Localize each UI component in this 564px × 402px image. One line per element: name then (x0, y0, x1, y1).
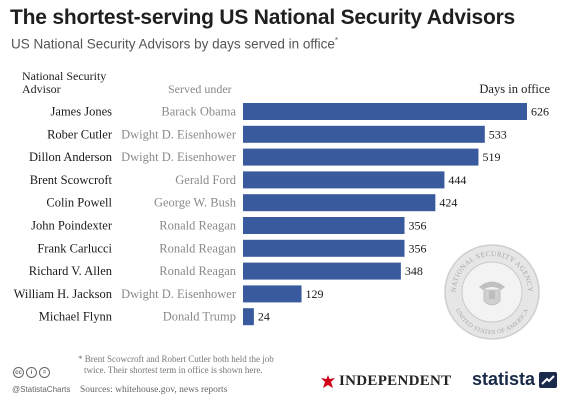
value-label-dillon-anderson: 519 (482, 150, 500, 164)
served-under-label-michael-flynn: Donald Trump (163, 310, 236, 324)
footnote-line2: twice. Their shortest term in office is … (84, 365, 263, 375)
advisor-label-james-jones: James Jones (51, 105, 113, 119)
cc-icon: cc (13, 367, 24, 378)
served-under-label-rober-cutler: Dwight D. Eisenhower (121, 127, 237, 141)
nsa-seal-icon: NATIONAL SECURITY AGENCY UNITED STATES O… (444, 244, 540, 340)
advisor-label-brent-scowcroft: Brent Scowcroft (30, 173, 113, 187)
column-header-advisor-line2: Advisor (22, 82, 61, 96)
independent-eagle-icon (321, 374, 335, 388)
nd-icon: = (39, 367, 50, 378)
value-label-james-jones: 626 (531, 105, 549, 119)
chart-subtitle: US National Security Advisors by days se… (11, 36, 338, 52)
column-header-advisor: National Security Advisor (22, 70, 106, 96)
value-label-william-h-jackson: 129 (306, 287, 324, 301)
statista-logo: statista (472, 369, 558, 390)
value-label-richard-v-allen: 348 (405, 264, 423, 278)
served-under-label-james-jones: Barack Obama (161, 105, 236, 119)
independent-wordmark: INDEPENDENT (339, 373, 452, 389)
served-under-label-richard-v-allen: Ronald Reagan (159, 264, 236, 278)
served-under-label-frank-carlucci: Ronald Reagan (159, 241, 236, 255)
bar-frank-carlucci (243, 239, 405, 257)
value-label-colin-powell: 424 (439, 196, 457, 210)
advisor-label-william-h-jackson: William H. Jackson (14, 287, 113, 301)
bar-william-h-jackson (243, 285, 302, 303)
subtitle-footnote-mark: * (334, 36, 339, 45)
value-label-brent-scowcroft: 444 (448, 173, 466, 187)
bar-richard-v-allen (243, 262, 401, 280)
creative-commons-badges: cc i = (13, 367, 50, 378)
footnote-line1: * Brent Scowcroft and Robert Cutler both… (78, 354, 274, 364)
bar-rober-cutler (243, 125, 485, 143)
footnote: * Brent Scowcroft and Robert Cutler both… (78, 354, 318, 376)
statista-handle: @StatistaCharts (12, 385, 71, 394)
advisor-label-richard-v-allen: Richard V. Allen (29, 264, 113, 278)
statista-wordmark: statista (472, 369, 536, 389)
bar-dillon-anderson (243, 148, 479, 166)
column-header-days: Days in office (479, 82, 550, 96)
advisor-label-dillon-anderson: Dillon Anderson (29, 150, 113, 164)
advisor-label-john-poindexter: John Poindexter (31, 219, 113, 233)
statista-mark-icon (539, 371, 558, 388)
served-under-label-john-poindexter: Ronald Reagan (159, 219, 236, 233)
advisor-label-michael-flynn: Michael Flynn (39, 310, 113, 324)
chart-title: The shortest-serving US National Securit… (10, 6, 516, 29)
bar-colin-powell (243, 194, 436, 212)
advisor-label-frank-carlucci: Frank Carlucci (37, 241, 112, 255)
sources: Sources: whitehouse.gov, news reports (80, 385, 228, 395)
bar-brent-scowcroft (243, 171, 445, 189)
advisor-label-colin-powell: Colin Powell (46, 196, 112, 210)
bar-michael-flynn (243, 308, 254, 326)
advisor-label-rober-cutler: Rober Cutler (47, 127, 113, 141)
subtitle-text: US National Security Advisors by days se… (11, 36, 335, 52)
value-label-john-poindexter: 356 (409, 219, 427, 233)
bar-james-jones (243, 103, 527, 120)
column-header-advisor-line1: National Security (22, 69, 107, 83)
value-label-frank-carlucci: 356 (409, 241, 427, 255)
column-header-served-under: Served under (168, 82, 232, 96)
bar-chart: James Jones Barack Obama 626 Rober Cutler Dw… (14, 103, 549, 326)
by-icon: i (26, 367, 37, 378)
value-label-rober-cutler: 533 (489, 127, 507, 141)
served-under-label-dillon-anderson: Dwight D. Eisenhower (121, 150, 237, 164)
bar-john-poindexter (243, 217, 405, 234)
served-under-label-brent-scowcroft: Gerald Ford (175, 173, 236, 187)
served-under-label-colin-powell: George W. Bush (154, 196, 237, 210)
value-label-michael-flynn: 24 (258, 310, 270, 324)
served-under-label-william-h-jackson: Dwight D. Eisenhower (121, 287, 237, 301)
independent-logo: INDEPENDENT (320, 373, 451, 390)
